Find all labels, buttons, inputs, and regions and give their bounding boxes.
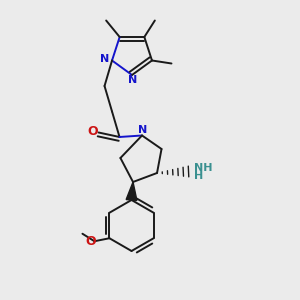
Polygon shape [126,182,137,200]
Text: O: O [88,125,98,138]
Text: N: N [128,75,137,85]
Text: NH: NH [194,163,212,173]
Text: H: H [194,171,203,181]
Text: N: N [100,54,109,64]
Text: N: N [138,125,148,135]
Text: O: O [85,235,96,248]
